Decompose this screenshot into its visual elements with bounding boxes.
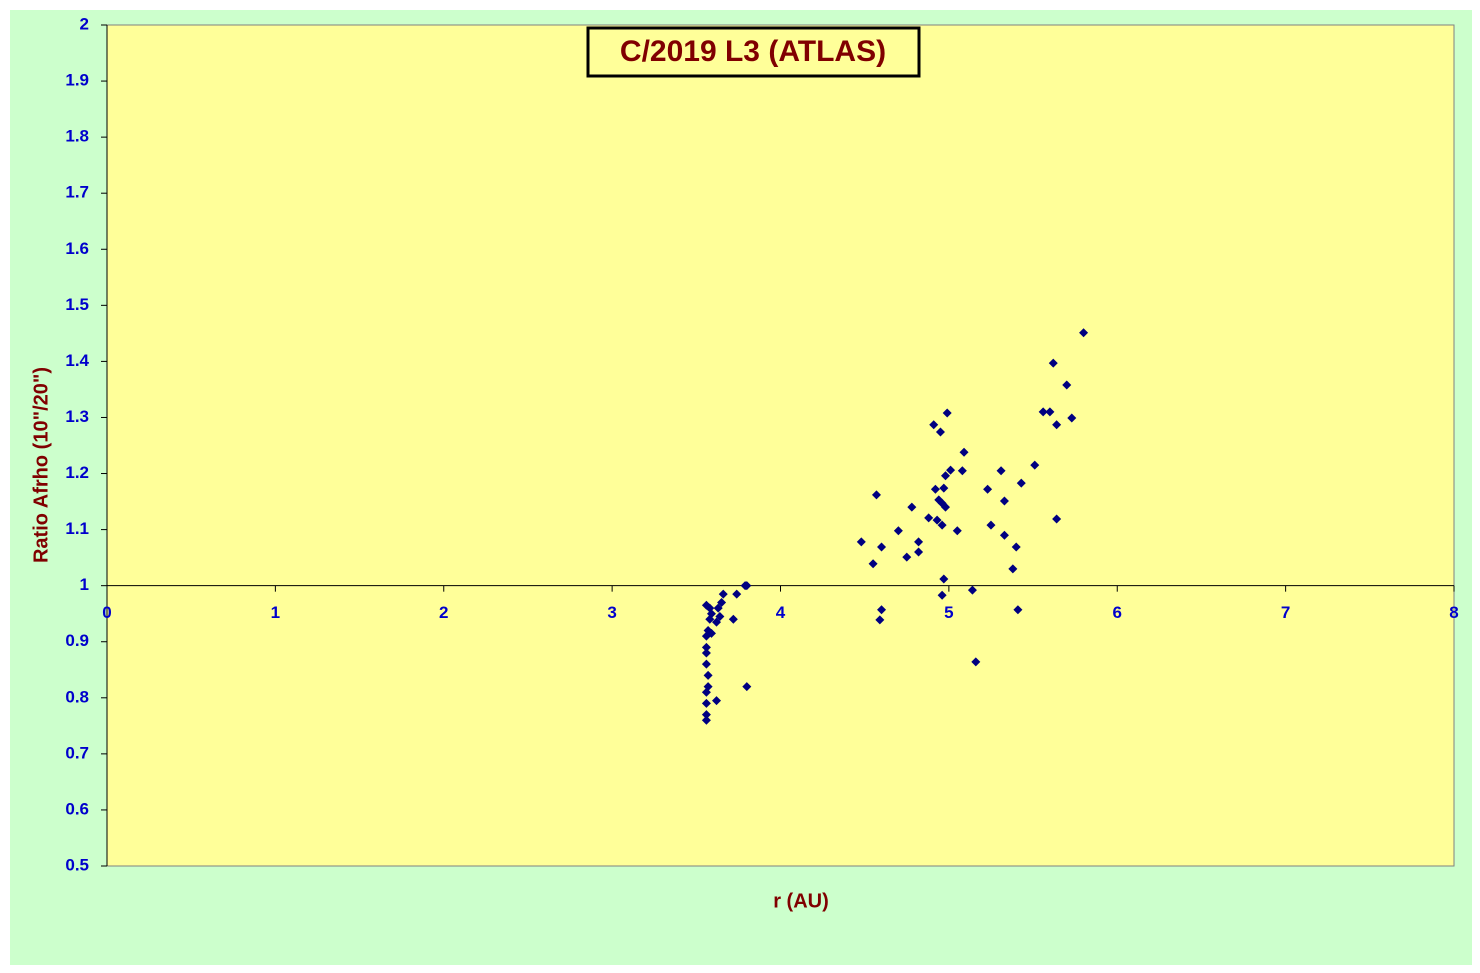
point [1045,407,1055,417]
x-tick-label: 7 [1281,603,1290,622]
point [939,483,949,493]
x-tick-label: 0 [102,603,111,622]
point [701,710,711,720]
x-tick-label: 2 [439,603,448,622]
plot-area [106,24,1455,867]
point [701,715,711,725]
point [946,465,956,475]
x-tick-label: 1 [271,603,280,622]
point [1067,413,1077,423]
point [914,537,924,547]
point [983,484,993,494]
y-tick-label: 1.2 [65,463,89,482]
y-tick-label: 1.6 [65,239,89,258]
point [701,698,711,708]
y-tick-label: 0.9 [65,631,89,650]
point [868,559,878,569]
point [999,530,1009,540]
x-axis-title: r (AU) [773,890,829,912]
y-tick-label: 1.1 [65,519,89,538]
point [877,542,887,552]
point [701,659,711,669]
point [1048,358,1058,368]
point [1016,478,1026,488]
point [986,520,996,530]
x-tick-label: 6 [1113,603,1122,622]
x-tick-label: 5 [944,603,953,622]
y-tick-label: 0.5 [65,855,89,874]
y-tick-label: 1.4 [65,351,89,370]
chart-title: C/2019 L3 (ATLAS) [620,35,886,68]
point [952,526,962,536]
point [999,496,1009,506]
point [929,420,939,430]
point [871,490,881,500]
title-box [586,26,921,78]
point [877,605,887,615]
point [701,642,711,652]
point [1013,605,1023,615]
y-tick-label: 1.7 [65,183,89,202]
point [701,648,711,658]
x-tick-label: 3 [607,603,616,622]
point [907,502,917,512]
point [703,682,713,692]
point [939,574,949,584]
point [996,466,1006,476]
point [742,682,752,692]
point [703,670,713,680]
y-tick-label: 0.8 [65,687,89,706]
y-tick-label: 1 [80,575,89,594]
point [1052,514,1062,524]
point [1079,328,1089,338]
point [957,466,967,476]
point [932,515,942,525]
point [1030,460,1040,470]
point [875,615,885,625]
x-tick-label: 8 [1449,603,1458,622]
point [937,520,947,530]
y-tick-label: 0.7 [65,743,89,762]
point [902,552,912,562]
point [718,589,728,599]
point [732,589,742,599]
point [937,590,947,600]
point [740,581,750,591]
y-tick-label: 1.8 [65,127,89,146]
point [1008,564,1018,574]
point [712,696,722,706]
point [1052,420,1062,430]
point [942,408,952,418]
y-tick-label: 1.9 [65,71,89,90]
point [941,471,951,481]
point [935,427,945,437]
point [706,628,716,638]
point [1062,380,1072,390]
y-tick-label: 1.3 [65,407,89,426]
point [924,513,934,523]
x-tick-label: 4 [776,603,786,622]
point [893,526,903,536]
point [1038,407,1048,417]
y-tick-label: 0.6 [65,799,89,818]
y-axis-title: Ratio Afrho (10"/20") [30,367,52,563]
point [715,612,725,622]
point [856,537,866,547]
point [1011,542,1021,552]
point [728,614,738,624]
y-tick-label: 2 [80,14,89,33]
point [930,484,940,494]
point [717,597,727,607]
point [959,447,969,457]
point [967,585,977,595]
point [701,600,711,610]
point [971,657,981,667]
y-tick-label: 1.5 [65,295,89,314]
point [941,502,951,512]
point [914,547,924,557]
